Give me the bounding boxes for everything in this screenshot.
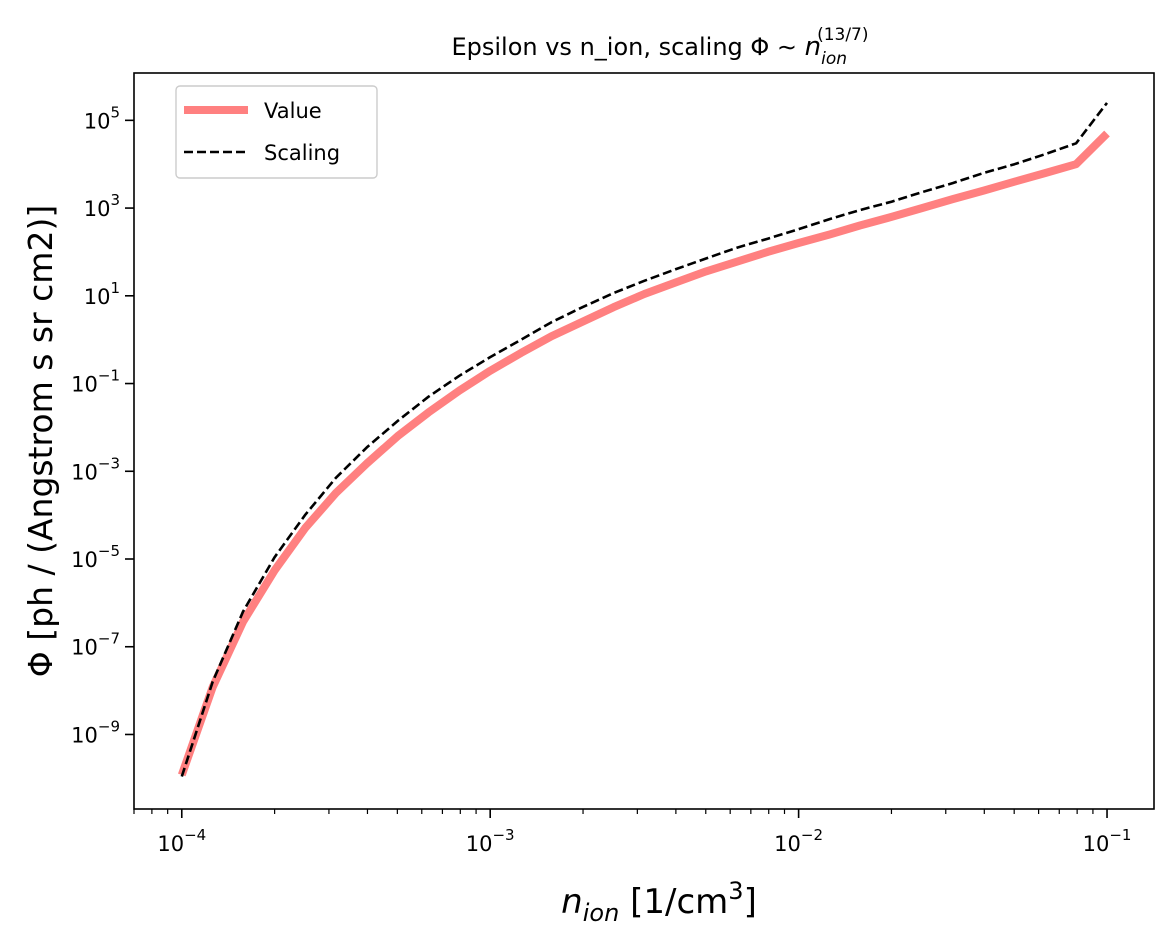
legend-label-scaling: Scaling (264, 141, 340, 165)
y-tick-label: 10−5 (71, 542, 120, 572)
chart-title-sub: ion (821, 49, 847, 69)
y-tick-label: 10−3 (71, 454, 120, 484)
x-tick-label: 10−1 (1083, 826, 1132, 856)
legend: Value Scaling (175, 85, 378, 179)
y-tick-label: 105 (84, 103, 120, 133)
chart-title-main: Epsilon vs n_ion, scaling Φ ∼ (451, 33, 804, 61)
y-tick-label: 101 (84, 279, 120, 309)
series-layer (178, 102, 1110, 777)
x-tick-label: 10−2 (774, 826, 823, 856)
y-axis-label: Φ [ph / (Angstrom s sr cm2)] (21, 205, 60, 677)
y-tick-label: 103 (84, 191, 120, 221)
legend-label-value: Value (264, 99, 322, 123)
y-tick-label: 10−7 (71, 630, 120, 660)
y-tick-label: 10−9 (71, 717, 120, 747)
x-tick-label: 10−3 (466, 826, 515, 856)
x-axis-ticks: 10−4 10−3 10−2 10−1 (157, 809, 1131, 856)
x-axis-label-rest: [1/cm (619, 882, 728, 922)
series-line-scaling (180, 102, 1109, 777)
chart-title-sup: (13/7) (817, 25, 868, 45)
x-axis-label-var: n (561, 882, 583, 922)
x-axis-label-sup: 3 (728, 877, 743, 905)
y-tick-label: 10−1 (71, 367, 120, 397)
x-axis-label-sub: ion (583, 899, 620, 927)
y-axis-ticks: 10−9 10−7 10−5 10−3 10−1 101 103 105 (71, 103, 134, 747)
plot-area (134, 73, 1154, 809)
chart-title: Epsilon vs n_ion, scaling Φ ∼ nion (13/7) (451, 25, 868, 69)
plot-frame (133, 72, 1155, 810)
series-line-value (178, 130, 1110, 777)
x-axis-label-close: ] (744, 882, 757, 922)
chart-title-var: n (805, 32, 821, 62)
x-tick-label: 10−4 (157, 826, 206, 856)
x-axis-label: nion [1/cm3] (561, 877, 757, 927)
x-minor-ticks (133, 809, 1094, 814)
